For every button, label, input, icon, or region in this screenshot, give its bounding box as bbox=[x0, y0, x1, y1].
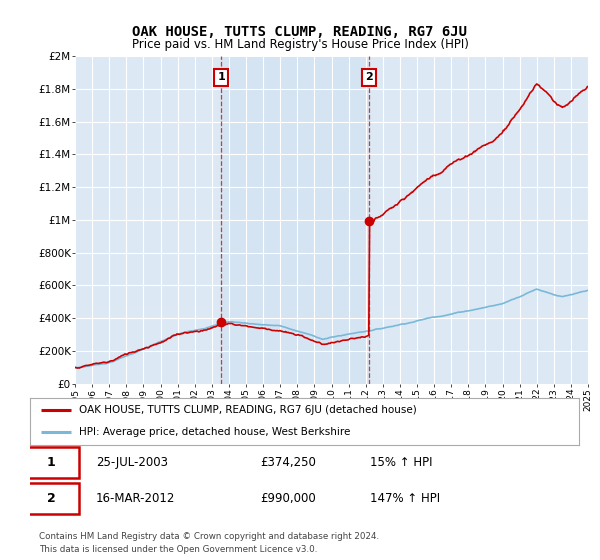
Text: 1: 1 bbox=[217, 72, 225, 82]
Text: 1: 1 bbox=[47, 456, 56, 469]
FancyBboxPatch shape bbox=[23, 447, 79, 478]
Text: £990,000: £990,000 bbox=[260, 492, 316, 505]
Text: £374,250: £374,250 bbox=[260, 456, 316, 469]
Text: 16-MAR-2012: 16-MAR-2012 bbox=[96, 492, 175, 505]
FancyBboxPatch shape bbox=[23, 483, 79, 514]
Text: 147% ↑ HPI: 147% ↑ HPI bbox=[370, 492, 440, 505]
Text: 2: 2 bbox=[365, 72, 373, 82]
Text: OAK HOUSE, TUTTS CLUMP, READING, RG7 6JU: OAK HOUSE, TUTTS CLUMP, READING, RG7 6JU bbox=[133, 25, 467, 39]
Text: OAK HOUSE, TUTTS CLUMP, READING, RG7 6JU (detached house): OAK HOUSE, TUTTS CLUMP, READING, RG7 6JU… bbox=[79, 405, 417, 416]
Bar bbox=[221, 56, 369, 384]
Text: HPI: Average price, detached house, West Berkshire: HPI: Average price, detached house, West… bbox=[79, 427, 351, 437]
Text: 25-JUL-2003: 25-JUL-2003 bbox=[96, 456, 168, 469]
Text: 15% ↑ HPI: 15% ↑ HPI bbox=[370, 456, 433, 469]
Text: Contains HM Land Registry data © Crown copyright and database right 2024.
This d: Contains HM Land Registry data © Crown c… bbox=[39, 533, 379, 554]
Text: 2: 2 bbox=[47, 492, 56, 505]
Text: Price paid vs. HM Land Registry's House Price Index (HPI): Price paid vs. HM Land Registry's House … bbox=[131, 38, 469, 52]
